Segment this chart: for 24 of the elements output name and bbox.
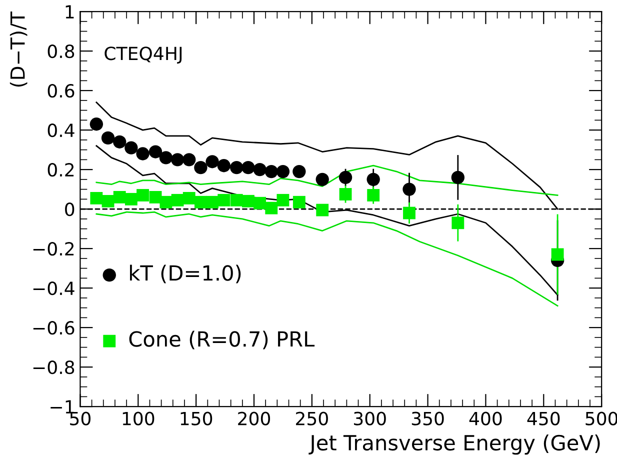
- legend-label: kT (D=1.0): [130, 264, 241, 284]
- x-tick-label: 300: [354, 412, 386, 426]
- x-tick-label: 250: [296, 412, 328, 426]
- annotation: CTEQ4HJ: [104, 46, 182, 64]
- y-tick-label: 0.2: [48, 163, 74, 177]
- legend-label: Cone (R=0.7) PRL: [129, 330, 315, 350]
- y-axis-title: (D−T)/T: [10, 11, 28, 87]
- y-tick-label: 0: [65, 202, 74, 216]
- y-tick-label: 1: [66, 5, 74, 18]
- x-tick-label: 450: [527, 412, 560, 426]
- x-axis-title: Jet Transverse Energy (GeV): [308, 434, 600, 455]
- y-tick-label: 0.8: [48, 44, 74, 58]
- y-tick-label: −0.8: [33, 360, 74, 374]
- y-tick-label: −0.6: [33, 321, 74, 335]
- x-tick-label: 150: [180, 412, 212, 426]
- x-tick-label: 400: [469, 412, 502, 426]
- y-tick-label: −0.2: [33, 242, 74, 256]
- x-tick-label: 100: [122, 412, 154, 426]
- x-tick-label: 50: [70, 412, 90, 426]
- y-tick-label: 0.6: [48, 84, 74, 98]
- y-tick-label: 0.4: [48, 124, 74, 138]
- y-tick-label: −0.4: [33, 282, 74, 296]
- x-tick-label: 200: [238, 412, 270, 426]
- x-tick-label: 350: [412, 412, 444, 426]
